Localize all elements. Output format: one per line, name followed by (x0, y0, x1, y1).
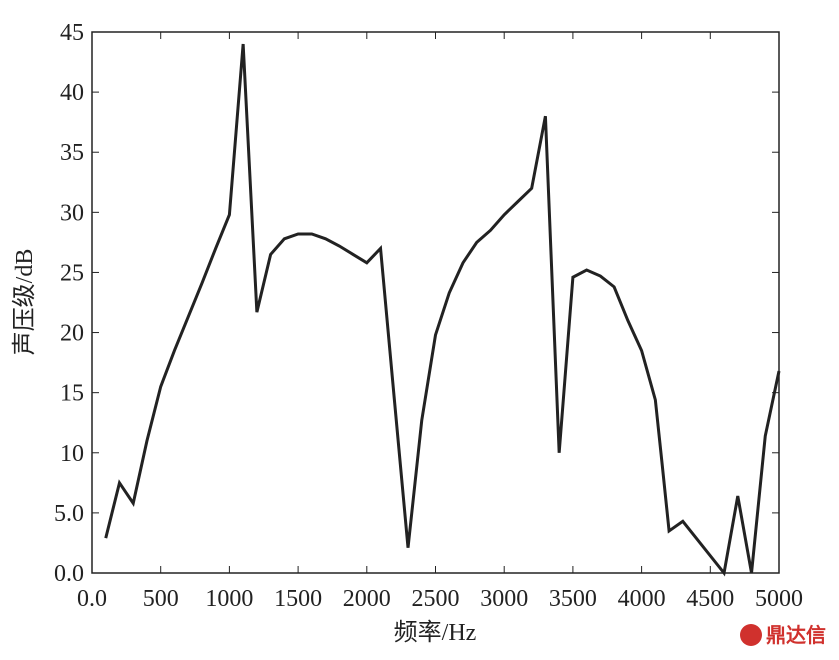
watermark: 鼎达信 (766, 623, 826, 647)
y-tick-label: 40 (60, 80, 84, 106)
x-tick-label: 3500 (549, 586, 597, 612)
y-tick-label: 10 (60, 441, 84, 467)
x-tick-label: 4000 (618, 586, 666, 612)
y-tick-label: 25 (60, 260, 84, 286)
y-axis-label: 声压级/dB (11, 249, 38, 356)
x-tick-label: 1500 (274, 586, 322, 612)
y-tick-label: 35 (60, 140, 84, 166)
y-tick-label: 30 (60, 200, 84, 226)
x-tick-label: 1000 (205, 586, 253, 612)
x-tick-label: 2500 (412, 586, 460, 612)
watermark-logo (740, 624, 762, 646)
data-line (104, 43, 781, 577)
x-tick-label: 500 (143, 586, 179, 612)
y-tick-label: 5.0 (54, 501, 84, 527)
y-tick-label: 45 (60, 20, 84, 46)
x-tick-label: 5000 (755, 586, 803, 612)
x-tick-label: 2000 (343, 586, 391, 612)
x-tick-label: 0.0 (77, 586, 107, 612)
y-tick-label: 15 (60, 381, 84, 407)
y-tick-label: 0.0 (54, 561, 84, 587)
x-tick-label: 4500 (686, 586, 734, 612)
x-tick-label: 3000 (480, 586, 528, 612)
y-tick-label: 20 (60, 321, 84, 347)
x-axis-label: 频率/Hz (394, 619, 477, 646)
